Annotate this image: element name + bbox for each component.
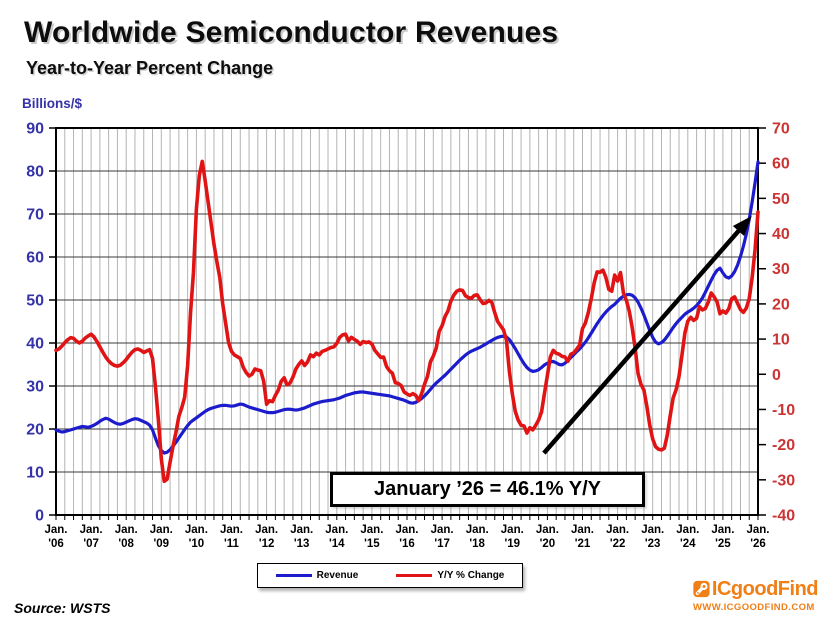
svg-text:30: 30 <box>26 379 44 396</box>
trend-arrow <box>542 215 752 455</box>
legend: Revenue Y/Y % Change <box>257 563 523 588</box>
yoy-line-swatch <box>396 574 433 577</box>
svg-text:Jan.: Jan. <box>325 524 348 536</box>
legend-item-revenue: Revenue <box>275 570 359 581</box>
svg-text:-10: -10 <box>772 402 795 419</box>
svg-text:-20: -20 <box>772 437 795 454</box>
svg-text:'25: '25 <box>715 538 731 550</box>
svg-text:'18: '18 <box>469 538 485 550</box>
brand-name: ICgoodFind <box>711 577 819 600</box>
svg-text:40: 40 <box>26 336 44 353</box>
svg-text:50: 50 <box>772 191 790 208</box>
svg-text:'19: '19 <box>505 538 521 550</box>
svg-text:Jan.: Jan. <box>466 524 489 536</box>
brand-logo: ICgoodFind WWW.ICGOODFIND.COM <box>693 577 819 614</box>
svg-text:'23: '23 <box>645 538 661 550</box>
legend-label-yoy-change: Y/Y % Change <box>437 570 505 581</box>
svg-text:30: 30 <box>772 261 790 278</box>
svg-text:'06: '06 <box>48 538 64 550</box>
svg-text:60: 60 <box>772 156 790 173</box>
svg-text:'11: '11 <box>224 538 239 550</box>
svg-text:0: 0 <box>772 367 781 384</box>
svg-text:'07: '07 <box>83 538 99 550</box>
svg-text:10: 10 <box>26 465 44 482</box>
svg-text:-30: -30 <box>772 472 795 489</box>
svg-text:'13: '13 <box>294 538 310 550</box>
svg-text:50: 50 <box>26 293 44 310</box>
svg-text:40: 40 <box>772 226 790 243</box>
left-axis-tick-labels: 0 10 20 30 40 50 60 70 80 90 <box>26 121 44 525</box>
svg-text:20: 20 <box>26 422 44 439</box>
svg-text:Jan.: Jan. <box>360 524 383 536</box>
svg-text:90: 90 <box>26 121 44 138</box>
svg-text:'14: '14 <box>329 538 345 550</box>
right-axis-tick-labels: -40 -30 -20 -10 0 10 20 30 40 50 60 70 <box>772 121 795 525</box>
legend-item-yoy-change: Y/Y % Change <box>396 570 504 581</box>
svg-text:'16: '16 <box>399 538 415 550</box>
svg-text:Jan.: Jan. <box>431 524 454 536</box>
brand-url: WWW.ICGOODFIND.COM <box>693 602 815 613</box>
svg-text:'21: '21 <box>575 538 591 550</box>
svg-text:Jan.: Jan. <box>746 524 769 536</box>
svg-text:Jan.: Jan. <box>255 524 278 536</box>
svg-text:'26: '26 <box>750 538 766 550</box>
legend-label-revenue: Revenue <box>316 570 359 581</box>
page-title: Worldwide Semiconductor Revenues <box>24 16 559 49</box>
annotation-text: January ’26 = 46.1% Y/Y <box>373 478 601 500</box>
svg-text:10: 10 <box>772 332 790 349</box>
right-axis-ticks <box>758 127 766 516</box>
yoy-change-line <box>54 159 760 484</box>
x-axis-ticks <box>55 515 759 520</box>
svg-text:'08: '08 <box>118 538 134 550</box>
svg-text:'12: '12 <box>259 538 275 550</box>
svg-text:Jan.: Jan. <box>711 524 734 536</box>
svg-text:60: 60 <box>26 250 44 267</box>
svg-text:'20: '20 <box>540 538 556 550</box>
magnifier-wrench-icon <box>693 580 710 598</box>
svg-text:Jan.: Jan. <box>641 524 664 536</box>
svg-text:Jan.: Jan. <box>536 524 559 536</box>
svg-text:-40: -40 <box>772 508 795 525</box>
left-axis-unit-label: Billions/$ <box>22 96 83 111</box>
svg-text:Jan.: Jan. <box>606 524 629 536</box>
svg-text:Jan.: Jan. <box>290 524 313 536</box>
svg-text:Jan.: Jan. <box>150 524 173 536</box>
svg-text:80: 80 <box>26 164 44 181</box>
svg-text:'10: '10 <box>189 538 205 550</box>
svg-text:Jan.: Jan. <box>501 524 524 536</box>
svg-text:Jan.: Jan. <box>44 524 67 536</box>
svg-text:0: 0 <box>35 508 44 525</box>
svg-text:'24: '24 <box>680 538 696 550</box>
svg-text:70: 70 <box>26 207 44 224</box>
revenue-line-swatch <box>275 574 312 577</box>
vertical-gridlines <box>64 128 750 515</box>
chart-subtitle: Year-to-Year Percent Change <box>26 58 274 78</box>
svg-text:'17: '17 <box>434 538 450 550</box>
source-note: Source: WSTS <box>14 600 111 616</box>
svg-text:'09: '09 <box>154 538 170 550</box>
annotation-box: January ’26 = 46.1% Y/Y <box>330 472 645 507</box>
svg-text:70: 70 <box>772 121 790 138</box>
svg-text:Jan.: Jan. <box>676 524 699 536</box>
svg-text:Jan.: Jan. <box>395 524 418 536</box>
svg-text:Jan.: Jan. <box>220 524 243 536</box>
left-axis-ticks <box>49 127 56 516</box>
svg-text:Jan.: Jan. <box>80 524 103 536</box>
svg-text:20: 20 <box>772 296 790 313</box>
svg-text:Jan.: Jan. <box>571 524 594 536</box>
svg-text:'22: '22 <box>610 538 626 550</box>
svg-text:'15: '15 <box>364 538 380 550</box>
svg-text:Jan.: Jan. <box>115 524 138 536</box>
x-axis-tick-labels: Jan. '06 Jan. '07 Jan. '08 Jan. '09 Jan. '10 Jan. '… <box>44 524 769 550</box>
svg-text:Jan.: Jan. <box>185 524 208 536</box>
